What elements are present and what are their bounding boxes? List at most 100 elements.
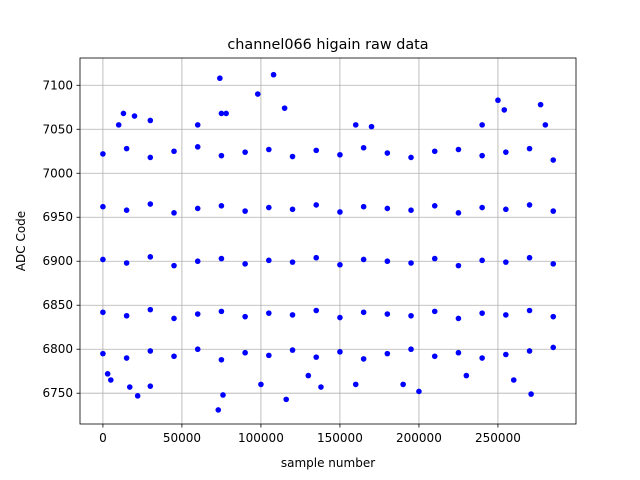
point [408, 260, 414, 266]
point [313, 307, 320, 314]
point [368, 123, 375, 130]
point [479, 122, 485, 128]
point [455, 349, 462, 356]
y-tick-label: 7000 [42, 166, 73, 180]
point [455, 210, 462, 216]
point [384, 350, 391, 357]
point [360, 203, 367, 210]
point [242, 261, 248, 267]
point [360, 309, 367, 316]
point [360, 144, 367, 151]
x-tick-label: 150000 [317, 431, 363, 445]
point [147, 154, 154, 161]
point [400, 381, 406, 388]
point [289, 153, 296, 160]
point [479, 152, 485, 159]
point [352, 381, 359, 388]
point [171, 315, 177, 322]
y-tick-label: 6950 [42, 210, 73, 224]
point [526, 254, 533, 261]
chart-title: channel066 higain raw data [227, 37, 428, 53]
point [408, 312, 414, 319]
point [194, 258, 201, 265]
point [408, 346, 414, 353]
point [242, 349, 248, 356]
point [266, 204, 272, 211]
y-tick-label: 6900 [42, 254, 73, 268]
point [134, 393, 141, 399]
point [408, 207, 414, 214]
y-tick-label: 6850 [42, 298, 73, 312]
point [526, 202, 533, 208]
point [147, 117, 154, 124]
point [479, 204, 485, 211]
point [115, 122, 122, 128]
y-axis-label: ADC Code [14, 211, 28, 271]
point [360, 256, 367, 263]
point [479, 355, 485, 361]
y-tick-label: 7050 [42, 122, 73, 136]
point [147, 201, 154, 207]
point [242, 149, 248, 155]
point [337, 261, 343, 268]
point [360, 356, 367, 362]
point [126, 384, 133, 390]
point [305, 372, 312, 379]
point [313, 354, 320, 360]
point [431, 148, 438, 155]
y-tick-label: 6800 [42, 342, 73, 356]
point [218, 255, 225, 262]
point [289, 347, 296, 353]
x-axis-label: sample number [281, 456, 375, 470]
point [337, 314, 343, 321]
point [431, 308, 438, 315]
point [131, 113, 138, 119]
point [455, 315, 462, 322]
point [503, 206, 509, 213]
point [254, 91, 261, 97]
point [171, 353, 177, 360]
point [501, 107, 508, 113]
point [455, 262, 462, 269]
point [258, 381, 264, 388]
point [463, 372, 470, 379]
point [510, 377, 517, 383]
point [120, 110, 127, 117]
point [100, 151, 106, 157]
point [123, 145, 130, 152]
x-tick-label: 250000 [475, 431, 521, 445]
point [223, 110, 229, 117]
point [408, 154, 414, 161]
point [218, 356, 225, 363]
point [479, 310, 485, 316]
point [147, 348, 154, 354]
point [526, 348, 533, 354]
x-tick-label: 50000 [163, 431, 201, 445]
point [147, 306, 154, 313]
point [194, 346, 201, 353]
point [313, 254, 320, 261]
point [218, 152, 225, 159]
point [266, 310, 272, 316]
point [220, 392, 226, 398]
point [503, 351, 509, 358]
point [479, 257, 485, 264]
point [384, 205, 391, 212]
point [123, 312, 130, 319]
point [318, 384, 324, 390]
point [550, 344, 557, 351]
point [503, 259, 509, 265]
point [194, 205, 201, 212]
point [100, 309, 106, 316]
y-tick-label: 7100 [42, 78, 73, 92]
point [281, 105, 288, 111]
point [123, 355, 130, 361]
point [218, 203, 225, 209]
point [352, 122, 359, 128]
point [337, 151, 343, 158]
point [242, 313, 248, 320]
point [550, 261, 557, 267]
